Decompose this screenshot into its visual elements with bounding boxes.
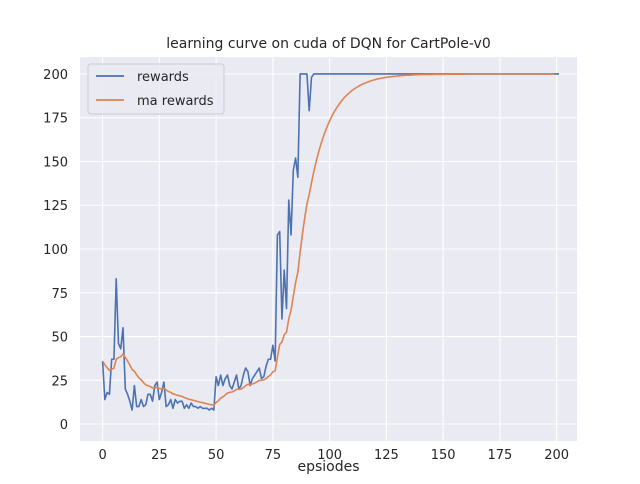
y-tick-label: 125 [43,199,68,214]
tick-labels: 0 25 50 75 100 125 150 175 200 0 25 50 75 100 125 150 17… [43,68,569,463]
x-tick-label: 0 [98,448,106,463]
y-tick-label: 200 [43,68,68,83]
legend-label-ma-rewards: ma rewards [137,94,214,109]
y-tick-label: 150 [43,155,68,170]
y-tick-label: 0 [60,418,68,433]
x-tick-label: 50 [208,448,225,463]
x-tick-label: 125 [374,448,399,463]
x-tick-label: 175 [488,448,513,463]
legend: rewards ma rewards [87,63,225,115]
chart-title: learning curve on cuda of DQN for CartPo… [166,36,490,52]
x-tick-label: 75 [265,448,282,463]
series-lines [101,73,559,411]
legend-label-rewards: rewards [137,70,189,85]
y-tick-label: 175 [43,112,68,127]
series-line-ma-rewards [101,73,555,407]
x-axis-label: epsiodes [297,459,359,475]
x-tick-label: 200 [544,448,569,463]
y-tick-label: 50 [51,331,68,346]
y-tick-label: 25 [51,374,68,389]
grid [80,57,577,441]
x-tick-label: 25 [151,448,168,463]
x-tick-label: 150 [431,448,456,463]
x-tick-label: 100 [317,448,342,463]
y-tick-label: 100 [43,243,68,258]
y-tick-label: 75 [51,287,68,302]
